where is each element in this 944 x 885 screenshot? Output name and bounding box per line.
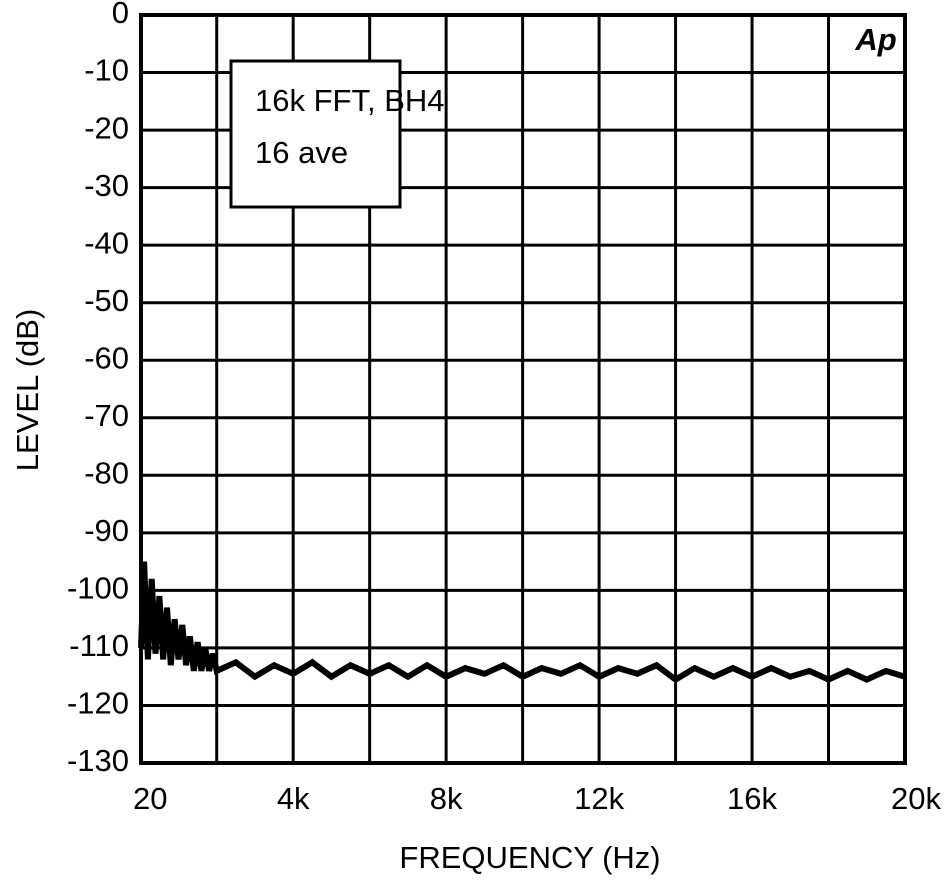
y-tick-label: -100: [67, 571, 129, 606]
x-tick-label: 20: [133, 781, 167, 816]
annotation-text: 16k FFT, BH4: [255, 83, 445, 118]
y-tick-label: -50: [84, 283, 129, 318]
logo: Ap: [854, 22, 896, 57]
plot-border: [139, 13, 907, 765]
y-axis-label: LEVEL (dB): [10, 309, 45, 472]
trace: [138, 561, 906, 684]
x-tick-label: 12k: [574, 781, 624, 816]
y-tick-label: -40: [84, 225, 129, 260]
y-tick-label: -10: [84, 53, 129, 88]
y-tick-label: -90: [84, 513, 129, 548]
y-tick-label: -30: [84, 168, 129, 203]
annotation-box: [229, 59, 402, 209]
y-tick-label: -60: [84, 340, 129, 375]
annotation-text: 16 ave: [255, 135, 348, 170]
y-tick-label: -110: [69, 628, 129, 663]
x-tick-label: 20k: [891, 781, 941, 816]
y-tick-label: -130: [67, 743, 129, 778]
x-tick-label: 4k: [277, 781, 310, 816]
y-tick-label: -80: [84, 455, 129, 490]
x-axis-label: FREQUENCY (Hz): [399, 840, 660, 875]
y-tick-label: -70: [84, 398, 129, 433]
x-tick-label: 16k: [727, 781, 777, 816]
x-tick-label: 8k: [430, 781, 463, 816]
y-tick-label: -120: [67, 686, 129, 721]
y-tick-label: 0: [112, 0, 129, 30]
y-tick-label: -20: [84, 110, 129, 145]
